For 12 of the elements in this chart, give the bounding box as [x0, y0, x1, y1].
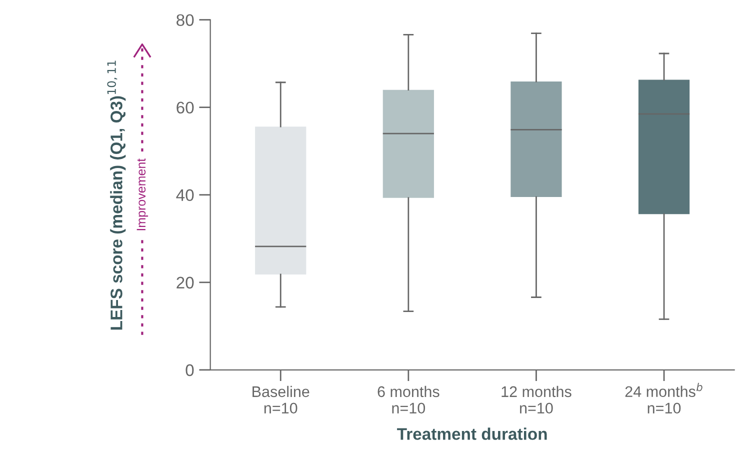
x-axis-title: Treatment duration [397, 428, 547, 440]
y-tick-label: 60 [176, 102, 194, 114]
x-tick-label: Baseline n=10 [252, 386, 310, 414]
y-tick-label: 20 [176, 276, 194, 289]
x-tick-label: 12 months n=10 [502, 386, 572, 414]
y-tick-label: 40 [176, 189, 194, 202]
y-tick-label: 0 [186, 364, 194, 376]
y-tick-label: 80 [176, 14, 194, 26]
x-tick-label: 6 months n=10 [378, 386, 440, 414]
text: Improvement [136, 158, 148, 230]
category-label: 24 months$^{b}$ n=10 [625, 382, 702, 414]
y-axis-title: LEFS score (median) (Q1, Q3)$^{10,11}$ [107, 60, 126, 330]
